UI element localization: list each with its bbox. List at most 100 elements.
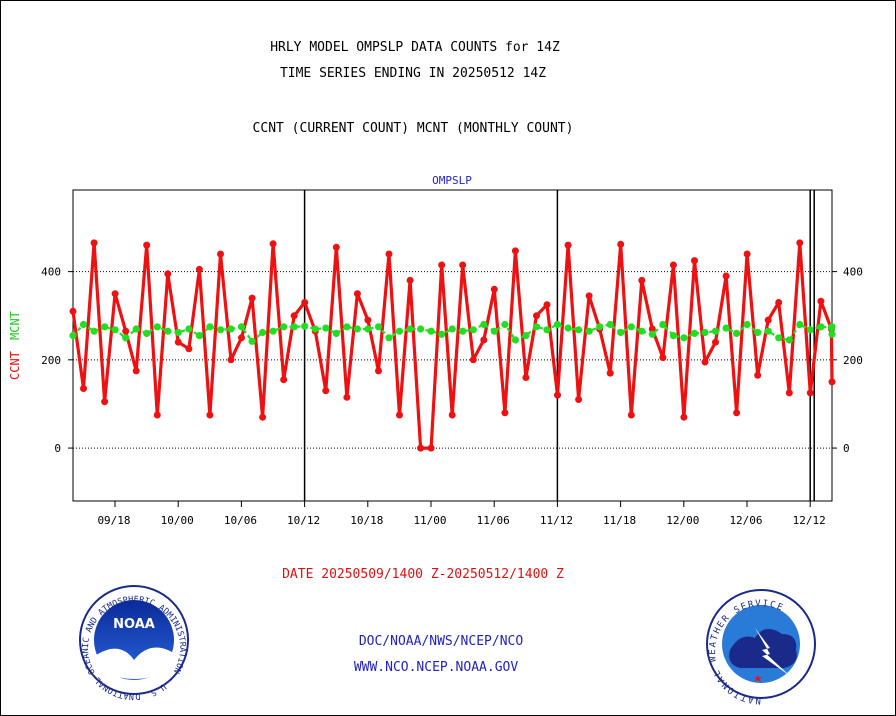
- y-axis-label-ccnt: CCNT: [8, 351, 22, 380]
- data-point-mcnt: [311, 325, 319, 333]
- data-point-ccnt: [90, 239, 98, 247]
- data-point-mcnt: [269, 327, 277, 335]
- y-tick-label-left: 200: [41, 354, 61, 367]
- data-point-mcnt: [754, 328, 762, 337]
- data-point-ccnt: [817, 297, 825, 305]
- data-point-mcnt: [711, 327, 720, 335]
- data-point-mcnt: [417, 325, 425, 333]
- data-point-mcnt: [248, 337, 256, 345]
- data-point-ccnt: [280, 376, 288, 384]
- data-point-ccnt: [174, 338, 182, 346]
- data-point-mcnt: [332, 329, 340, 337]
- x-tick-label: 10/12: [287, 514, 320, 527]
- data-point-mcnt: [364, 325, 372, 333]
- chart-title-line1: HRLY MODEL OMPSLP DATA COUNTS for 14Z: [270, 40, 560, 55]
- data-point-ccnt: [248, 294, 256, 302]
- data-point-mcnt: [796, 320, 804, 329]
- data-point-mcnt: [237, 323, 246, 331]
- chart-subtitle: CCNT (CURRENT COUNT) MCNT (MONTHLY COUNT…: [253, 121, 574, 136]
- data-point-ccnt: [469, 356, 477, 364]
- data-point-ccnt: [617, 240, 625, 248]
- data-point-ccnt: [301, 299, 309, 306]
- data-point-ccnt: [332, 243, 340, 251]
- data-point-mcnt: [322, 324, 330, 332]
- data-point-ccnt: [627, 411, 635, 419]
- data-point-ccnt: [733, 409, 741, 417]
- data-point-mcnt: [195, 332, 203, 340]
- y-tick-label-right: 200: [843, 354, 863, 367]
- data-point-ccnt: [322, 387, 330, 395]
- data-point-mcnt: [459, 327, 467, 335]
- data-point-mcnt: [690, 329, 699, 337]
- data-point-ccnt: [575, 396, 583, 403]
- y-tick-label-right: 0: [843, 442, 850, 455]
- data-point-ccnt: [775, 299, 783, 306]
- data-point-ccnt: [722, 272, 730, 280]
- data-point-ccnt: [438, 261, 446, 269]
- data-point-mcnt: [564, 324, 572, 332]
- data-point-mcnt: [280, 323, 288, 331]
- data-point-mcnt: [501, 320, 509, 329]
- data-point-mcnt: [448, 325, 456, 333]
- data-point-ccnt: [806, 389, 814, 397]
- data-point-mcnt: [206, 323, 214, 331]
- data-point-ccnt: [417, 444, 425, 452]
- data-point-mcnt: [216, 326, 225, 334]
- data-point-mcnt: [669, 332, 678, 340]
- data-point-mcnt: [659, 320, 667, 329]
- data-point-ccnt: [227, 356, 235, 364]
- data-point-mcnt: [596, 323, 604, 331]
- data-point-mcnt: [69, 332, 77, 340]
- data-point-mcnt: [775, 334, 783, 342]
- date-range: DATE 20250509/1400 Z-20250512/1400 Z: [282, 567, 564, 582]
- nws-logo: NATIONAL WEATHER SERVICE: [706, 589, 816, 705]
- data-point-ccnt: [132, 367, 140, 375]
- x-tick-label: 11/06: [477, 514, 510, 527]
- data-point-ccnt: [764, 316, 772, 324]
- website-link[interactable]: WWW.NCO.NCEP.NOAA.GOV: [354, 660, 519, 675]
- data-point-ccnt: [459, 261, 467, 269]
- data-point-mcnt: [427, 327, 435, 335]
- x-tick-label: 09/18: [97, 514, 130, 527]
- data-point-mcnt: [290, 323, 298, 331]
- data-point-ccnt: [259, 413, 267, 421]
- data-point-mcnt: [395, 327, 404, 335]
- x-tick-label: 11/00: [413, 514, 446, 527]
- data-point-ccnt: [659, 354, 667, 362]
- data-point-mcnt: [438, 330, 446, 338]
- data-point-ccnt: [543, 301, 551, 309]
- data-point-mcnt: [543, 326, 551, 334]
- y-tick-label-left: 400: [41, 266, 61, 279]
- data-point-ccnt: [638, 276, 646, 284]
- data-point-mcnt: [490, 327, 498, 335]
- plot-border: [72, 189, 833, 502]
- series-line-ccnt: [71, 241, 834, 450]
- data-point-ccnt: [343, 393, 351, 401]
- data-point-mcnt: [353, 325, 361, 333]
- data-point-ccnt: [69, 307, 77, 315]
- data-point-ccnt: [448, 411, 456, 419]
- data-point-ccnt: [427, 444, 435, 452]
- data-point-ccnt: [101, 398, 109, 406]
- data-point-ccnt: [185, 345, 193, 353]
- data-point-mcnt: [406, 325, 414, 333]
- data-point-ccnt: [564, 241, 572, 249]
- data-point-mcnt: [743, 320, 751, 329]
- data-point-mcnt: [111, 326, 119, 334]
- data-point-mcnt: [480, 320, 488, 329]
- data-point-ccnt: [480, 336, 488, 344]
- data-point-mcnt: [522, 332, 530, 340]
- data-point-mcnt: [806, 326, 814, 334]
- data-point-ccnt: [290, 312, 298, 320]
- x-tick-label: 11/18: [603, 514, 636, 527]
- data-point-mcnt: [385, 334, 393, 342]
- data-point-ccnt: [701, 358, 709, 366]
- data-point-mcnt: [164, 327, 172, 335]
- x-tick-label: 12/12: [793, 514, 826, 527]
- y-tick-label-right: 400: [843, 266, 863, 279]
- data-point-mcnt: [132, 325, 140, 333]
- data-point-mcnt: [227, 325, 235, 333]
- data-point-mcnt: [343, 323, 351, 331]
- data-point-ccnt: [785, 389, 793, 397]
